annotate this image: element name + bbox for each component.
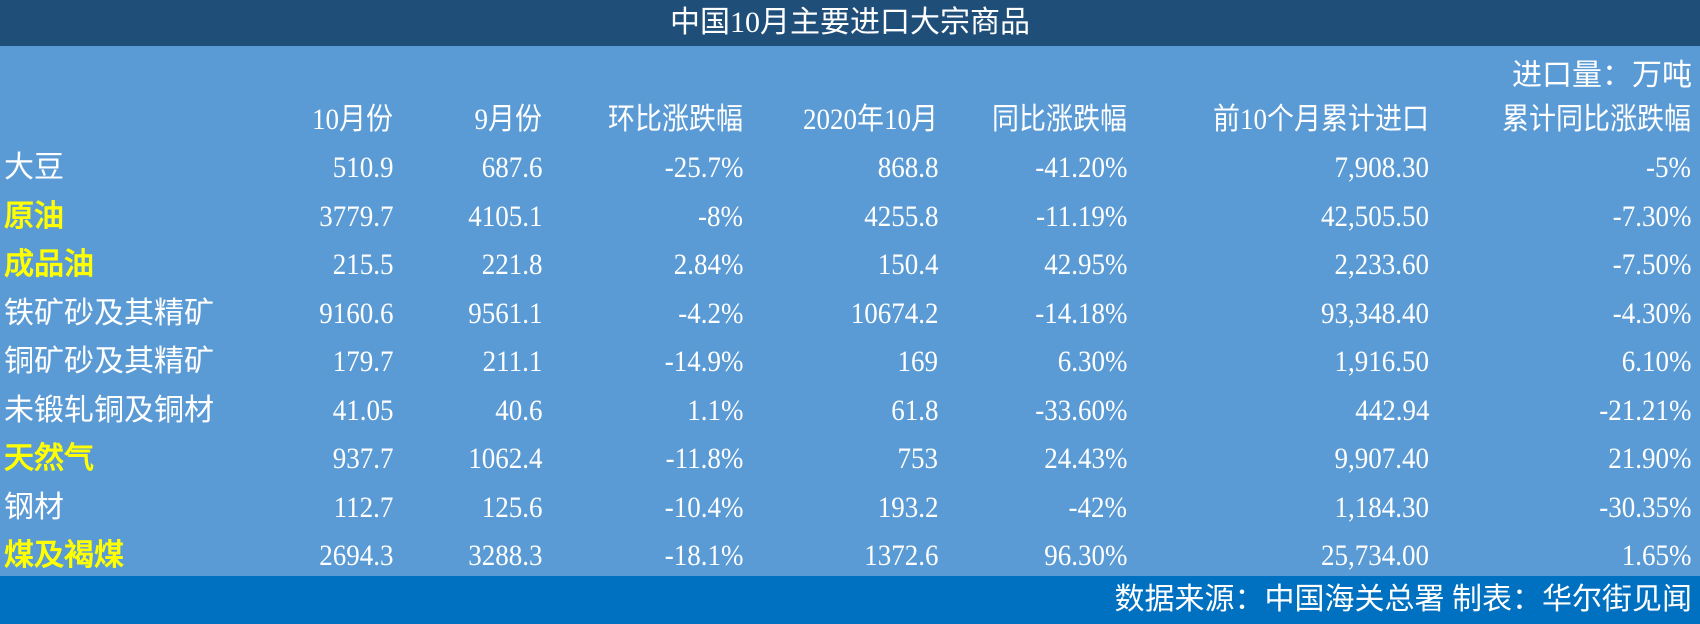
table-cell: 442.94	[1354, 393, 1429, 427]
table-cell: 24.43%	[1043, 442, 1127, 475]
table-row: 天然气 937.7 1062.4 -11.8% 753 24.43% 9,907.40 21.…	[0, 435, 1700, 483]
commodity-name: 铁矿砂及其精矿	[4, 296, 214, 330]
table-cell: 112.7	[333, 490, 393, 524]
table-cell: 1372.6	[863, 539, 938, 572]
table-row: 铁矿砂及其精矿 9160.6 9561.1 -4.2% 10674.2 -14.18% 93…	[0, 290, 1700, 338]
commodity-name: 钢材	[4, 490, 64, 524]
table-cell: 9561.1	[467, 296, 542, 330]
table-cell: -30.35%	[1598, 490, 1691, 524]
table-cell: 150.4	[877, 248, 938, 281]
table-cell: -25.7%	[664, 151, 743, 184]
table-cell: 1.65%	[1621, 539, 1691, 572]
table-cell: 96.30%	[1043, 539, 1127, 572]
table-cell: -10.4%	[664, 490, 743, 524]
table-cell: -41.20%	[1034, 151, 1127, 184]
table-cell: -11.19%	[1035, 199, 1127, 233]
table-cell: 61.8	[890, 393, 938, 427]
table-cell: 40.6	[494, 393, 542, 427]
commodity-name: 成品油	[4, 248, 94, 281]
commodity-name: 未锻轧铜及铜材	[4, 393, 214, 427]
table-row: 原油 3779.7 4105.1 -8% 4255.8 -11.19% 42,505.50 -…	[0, 193, 1700, 241]
table-cell: 3288.3	[467, 539, 542, 572]
commodity-name: 煤及褐煤	[4, 539, 124, 572]
table-cell: 6.30%	[1057, 345, 1127, 378]
table-cell: 211.1	[482, 345, 542, 378]
table-cell: -11.8%	[665, 442, 743, 475]
table-cell: 9,907.40	[1334, 442, 1430, 475]
table-cell: 2694.3	[318, 539, 393, 572]
column-header: 10月份	[312, 103, 393, 136]
table-cell: -21.21%	[1598, 393, 1691, 427]
table-cell: 179.7	[332, 345, 393, 378]
table-cell: 3779.7	[318, 199, 393, 233]
commodity-name: 大豆	[4, 151, 64, 184]
column-header: 累计同比涨跌幅	[1502, 103, 1691, 136]
table-row: 煤及褐煤 2694.3 3288.3 -18.1% 1372.6 96.30% 25,734…	[0, 532, 1700, 580]
table-cell: 4105.1	[467, 199, 542, 233]
table-cell: 9160.6	[318, 296, 393, 330]
table-cell: 25,734.00	[1321, 539, 1429, 572]
table-cell: 687.6	[481, 151, 542, 184]
table-cell: 1,184.30	[1334, 490, 1430, 524]
column-header: 同比涨跌幅	[992, 103, 1127, 136]
table-cell: 753	[897, 442, 939, 475]
table-row: 成品油 215.5 221.8 2.84% 150.4 42.95% 2,233.60 -7.…	[0, 241, 1700, 289]
table-cell: 42,505.50	[1321, 199, 1429, 233]
commodity-name: 原油	[4, 199, 64, 233]
column-header: 环比涨跌幅	[608, 103, 743, 136]
table-cell: 193.2	[877, 490, 938, 524]
table-cell: 10674.2	[850, 296, 938, 330]
source-footer: 数据来源：中国海关总署 制表：华尔街见闻	[0, 576, 1700, 624]
commodity-name: 天然气	[4, 442, 94, 475]
table-cell: 1,916.50	[1334, 345, 1430, 378]
table-row: 大豆 510.9 687.6 -25.7% 868.8 -41.20% 7,908.30 -5…	[0, 144, 1700, 192]
table-cell: 868.8	[877, 151, 938, 184]
table-cell: 6.10%	[1621, 345, 1691, 378]
table-cell: 510.9	[332, 151, 393, 184]
table-cell: 169	[897, 345, 939, 378]
table-row: 未锻轧铜及铜材 41.05 40.6 1.1% 61.8 -33.60% 442.94 -21…	[0, 387, 1700, 435]
table-cell: 1062.4	[467, 442, 542, 475]
column-header: 前10个月累计进口	[1213, 103, 1429, 136]
table-cell: -42%	[1068, 490, 1127, 524]
header-row: 10月份 9月份 环比涨跌幅 2020年10月 同比涨跌幅 前10个月累计进口 累计同比涨跌…	[0, 96, 1700, 144]
table-cell: 2.84%	[673, 248, 743, 281]
column-header: 9月份	[474, 103, 543, 136]
table-cell: -5%	[1646, 151, 1691, 184]
table-cell: -8%	[698, 199, 743, 233]
table-cell: -14.18%	[1034, 296, 1127, 330]
table-cell: 93,348.40	[1321, 296, 1429, 330]
column-header: 2020年10月	[803, 103, 938, 136]
table-cell: 215.5	[332, 248, 393, 281]
commodity-name: 铜矿砂及其精矿	[4, 345, 214, 378]
table-cell: 125.6	[481, 490, 542, 524]
table-title: 中国10月主要进口大宗商品	[0, 0, 1700, 46]
table-cell: 21.90%	[1607, 442, 1691, 475]
table-cell: -14.9%	[664, 345, 743, 378]
table-cell: 937.7	[332, 442, 393, 475]
table-cell: 2,233.60	[1334, 248, 1430, 281]
unit-label: 进口量：万吨	[1512, 59, 1692, 92]
table-cell: -4.30%	[1612, 296, 1691, 330]
table-cell: -4.2%	[677, 296, 743, 330]
table-row: 铜矿砂及其精矿 179.7 211.1 -14.9% 169 6.30% 1,916.50 6…	[0, 338, 1700, 386]
table-row: 钢材 112.7 125.6 -10.4% 193.2 -42% 1,184.30 -30.3…	[0, 484, 1700, 532]
table-cell: -7.50%	[1612, 248, 1691, 281]
table-cell: 7,908.30	[1334, 151, 1430, 184]
table-cell: 221.8	[481, 248, 542, 281]
table-cell: 42.95%	[1043, 248, 1127, 281]
table-cell: 4255.8	[863, 199, 938, 233]
table-cell: 41.05	[332, 393, 393, 427]
table-cell: 1.1%	[686, 393, 743, 427]
table-cell: -18.1%	[664, 539, 743, 572]
table-cell: -7.30%	[1612, 199, 1691, 233]
table-cell: -33.60%	[1034, 393, 1127, 427]
